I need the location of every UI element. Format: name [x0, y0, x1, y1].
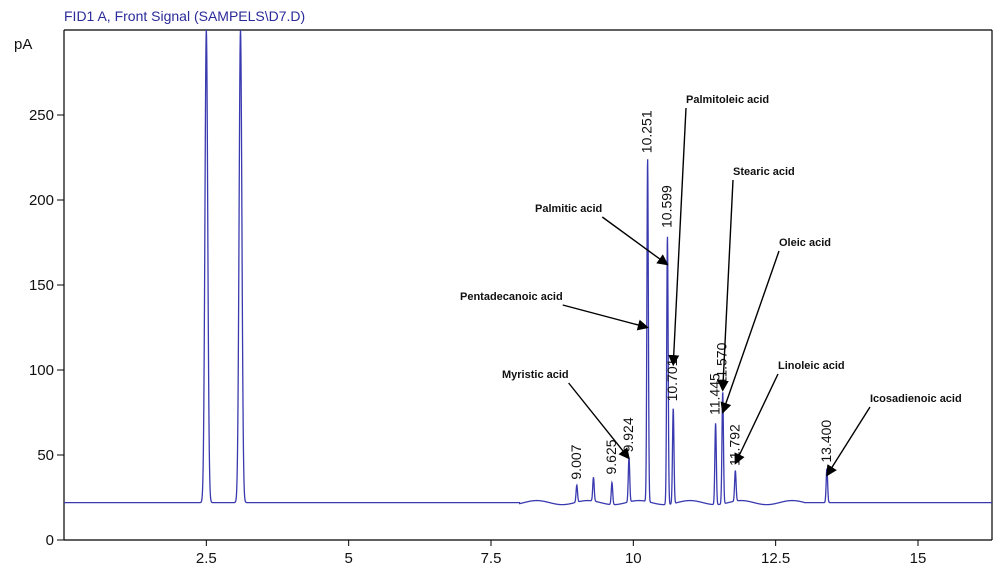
signal-trace: [64, 29, 992, 506]
x-tick-label: 5: [344, 550, 352, 567]
peak-label: 11.792: [726, 424, 742, 466]
y-tick-label: 250: [29, 107, 54, 124]
compound-annotation: Stearic acid: [733, 166, 795, 178]
peak-label: 10.701: [664, 358, 680, 401]
peak-label: 9.625: [603, 439, 619, 474]
peak-label: 9.007: [568, 444, 584, 479]
compound-annotation: Palmitic acid: [535, 203, 602, 215]
annotation-arrow: [601, 216, 669, 266]
compound-annotation: Linoleic acid: [778, 360, 845, 372]
annotation-arrow: [720, 250, 780, 414]
peak-label: 10.599: [658, 185, 674, 228]
annotation-arrow: [568, 382, 630, 460]
x-tick-label: 12.5: [761, 550, 790, 567]
peak-label: 9.924: [620, 417, 636, 452]
peak-label: 10.251: [639, 110, 655, 153]
y-tick-label: 50: [37, 447, 54, 464]
y-tick-label: 0: [46, 532, 54, 549]
x-tick-label: 15: [910, 550, 927, 567]
annotation-arrow: [734, 373, 779, 465]
annotations: Myristic acid Pentadecanoic acid Palmitic …: [460, 94, 962, 477]
axis-ticks: 0 50 100 150 200 250 2.5 5 7.5 10 12.5 15: [29, 107, 926, 567]
annotation-arrow: [826, 406, 871, 477]
x-tick-label: 2.5: [196, 550, 217, 567]
compound-annotation: Palmitoleic acid: [686, 94, 769, 106]
annotation-arrow: [562, 304, 649, 331]
y-axis-unit-label: pA: [14, 36, 32, 53]
peak-label: 13.400: [818, 420, 834, 463]
compound-annotation: Oleic acid: [779, 237, 831, 249]
y-tick-label: 200: [29, 192, 54, 209]
x-tick-label: 10: [625, 550, 642, 567]
compound-annotation: Icosadienoic acid: [870, 393, 962, 405]
x-tick-label: 7.5: [481, 550, 502, 567]
chart-title: FID1 A, Front Signal (SAMPELS\D7.D): [64, 8, 305, 24]
y-tick-label: 150: [29, 277, 54, 294]
y-tick-label: 100: [29, 362, 54, 379]
compound-annotation: Pentadecanoic acid: [460, 291, 563, 303]
signal-line: [64, 29, 992, 506]
compound-annotation: Myristic acid: [502, 369, 569, 381]
annotation-arrow: [668, 107, 687, 367]
annotation-arrow: [717, 179, 734, 392]
peak-label: 11.570: [714, 342, 730, 384]
